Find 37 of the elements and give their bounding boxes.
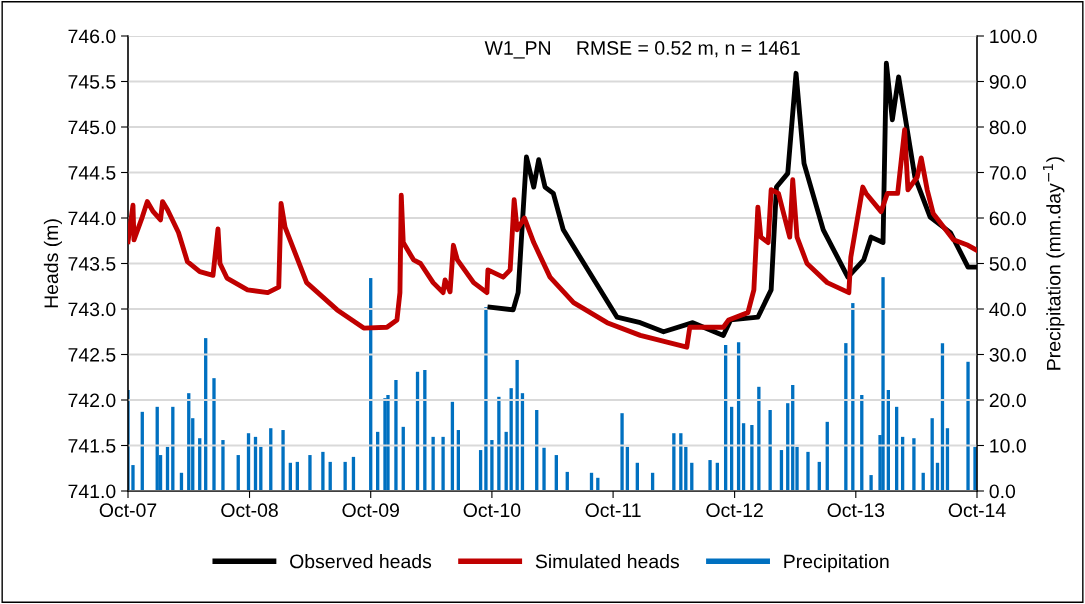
y-tick-label: 744.5: [68, 166, 116, 180]
x-tick-label: Oct-07: [99, 503, 157, 518]
y-tick-label: 741.0: [68, 484, 116, 499]
y2-tick-label: 10.0: [990, 438, 1026, 453]
x-tick-label: Oct-12: [706, 503, 763, 518]
y-tick-label: 746.0: [68, 29, 116, 44]
y-axis-title: Heads (m): [43, 219, 62, 308]
y2-axis-title: Precipitation (mm.day$^{−1}$): [1043, 157, 1065, 370]
x-tick-label: Oct-11: [585, 503, 641, 518]
y2-tick-label: 100.0: [990, 29, 1037, 44]
x-tick-label: Oct-13: [827, 503, 885, 518]
y2-tick-label: 0.0: [989, 484, 1016, 499]
y-tick-label: 741.5: [68, 439, 116, 453]
y2-tick-label: 20.0: [989, 393, 1026, 408]
x-tick-label: Oct-14: [948, 503, 1006, 518]
y2-tick-label: 60.0: [989, 211, 1026, 226]
y-tick-label: 745.0: [68, 120, 116, 135]
legend-label: Observed heads: [290, 554, 432, 569]
x-tick-label: Oct-09: [342, 503, 399, 518]
y2-tick-label: 70.0: [989, 165, 1026, 180]
y-tick-label: 744.0: [68, 211, 116, 226]
y-tick-label: 745.5: [68, 75, 116, 89]
y-tick-label: 743.0: [68, 302, 116, 317]
x-tick-label: Oct-10: [463, 503, 521, 518]
y2-tick-label: 80.0: [989, 120, 1026, 135]
annotation: W1_PN: [484, 41, 550, 59]
y-tick-label: 743.5: [68, 256, 116, 271]
annotation: RMSE = 0.52 m, n = 1461: [577, 41, 800, 58]
y2-tick-label: 50.0: [989, 256, 1026, 271]
legend-label: Precipitation: [784, 554, 889, 573]
y2-tick-label: 40.0: [989, 302, 1026, 317]
x-tick-label: Oct-08: [221, 503, 278, 518]
y-tick-label: 742.0: [68, 393, 116, 408]
y2-tick-label: 30.0: [989, 347, 1026, 362]
y-tick-label: 742.5: [68, 347, 116, 362]
y2-tick-label: 90.0: [989, 74, 1026, 89]
legend-label: Simulated heads: [535, 554, 680, 569]
